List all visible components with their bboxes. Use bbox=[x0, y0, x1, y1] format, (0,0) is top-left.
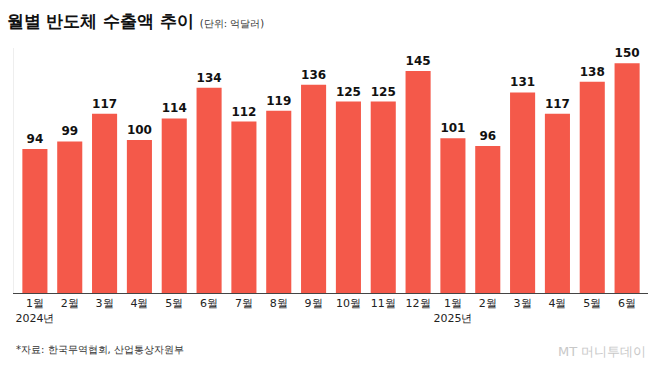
svg-text:4월: 4월 bbox=[130, 297, 148, 310]
svg-text:6월: 6월 bbox=[618, 297, 636, 310]
svg-text:94: 94 bbox=[27, 132, 44, 146]
svg-text:99: 99 bbox=[61, 124, 78, 138]
svg-text:8월: 8월 bbox=[270, 297, 288, 310]
svg-text:114: 114 bbox=[162, 101, 187, 115]
svg-text:5월: 5월 bbox=[165, 297, 183, 310]
svg-text:12월: 12월 bbox=[406, 297, 431, 310]
svg-text:117: 117 bbox=[92, 97, 117, 111]
svg-text:5월: 5월 bbox=[583, 297, 601, 310]
svg-text:131: 131 bbox=[510, 75, 535, 89]
svg-text:96: 96 bbox=[479, 129, 496, 143]
svg-text:2월: 2월 bbox=[61, 297, 79, 310]
svg-text:MT 머니투데이: MT 머니투데이 bbox=[558, 344, 646, 359]
svg-text:9월: 9월 bbox=[305, 297, 323, 310]
svg-text:1월2025년: 1월2025년 bbox=[433, 297, 472, 324]
svg-text:1월2024년: 1월2024년 bbox=[15, 297, 54, 324]
svg-text:101: 101 bbox=[440, 121, 465, 135]
svg-text:10월: 10월 bbox=[336, 297, 361, 310]
svg-text:11월: 11월 bbox=[371, 297, 396, 310]
svg-text:138: 138 bbox=[580, 65, 605, 79]
svg-text:6월: 6월 bbox=[200, 297, 218, 310]
svg-text:4월: 4월 bbox=[548, 297, 566, 310]
svg-text:119: 119 bbox=[266, 94, 291, 108]
svg-text:*자료: 한국무역협회, 산업통상자원부: *자료: 한국무역협회, 산업통상자원부 bbox=[16, 344, 184, 355]
svg-text:150: 150 bbox=[615, 46, 640, 60]
svg-text:3월: 3월 bbox=[96, 297, 114, 310]
svg-text:월별 반도체 수출액 추이 (단위: 억달러): 월별 반도체 수출액 추이 (단위: 억달러) bbox=[7, 11, 265, 31]
svg-text:2월: 2월 bbox=[479, 297, 497, 310]
svg-text:7월: 7월 bbox=[235, 297, 253, 310]
svg-text:125: 125 bbox=[371, 85, 396, 99]
svg-text:134: 134 bbox=[197, 71, 222, 85]
svg-text:145: 145 bbox=[406, 54, 431, 68]
svg-text:100: 100 bbox=[127, 123, 152, 137]
svg-text:125: 125 bbox=[336, 85, 361, 99]
svg-text:3월: 3월 bbox=[514, 297, 532, 310]
svg-text:112: 112 bbox=[231, 105, 256, 119]
svg-text:136: 136 bbox=[301, 68, 326, 82]
svg-text:117: 117 bbox=[545, 97, 570, 111]
